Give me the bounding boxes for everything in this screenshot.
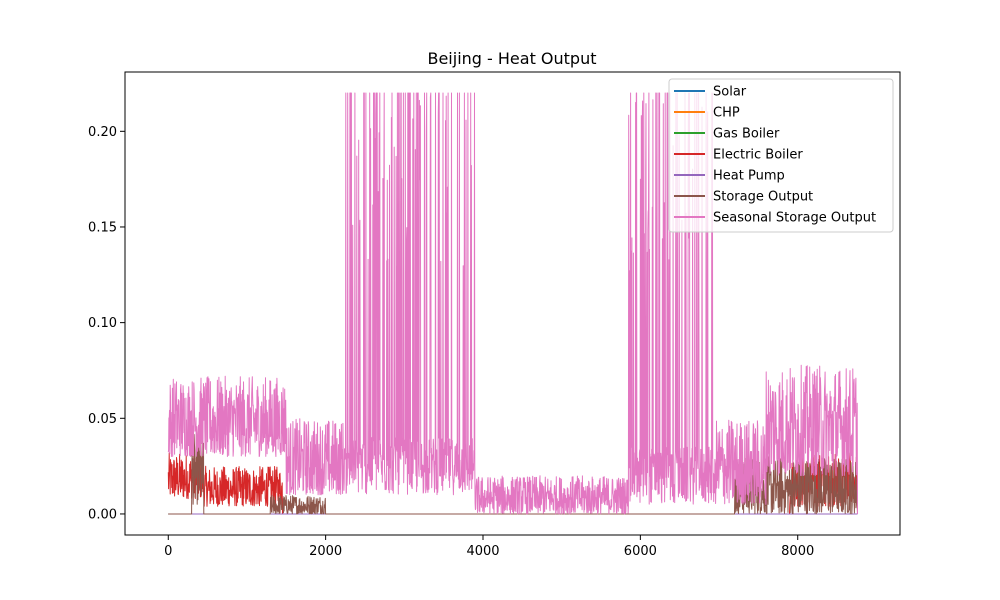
x-tick-label: 2000: [309, 544, 342, 559]
x-tick-label: 4000: [466, 544, 499, 559]
legend-label: Solar: [713, 85, 747, 100]
y-tick-label: 0.00: [88, 507, 117, 522]
legend-label: CHP: [713, 106, 740, 121]
legend-label: Heat Pump: [713, 169, 785, 184]
legend-label: Gas Boiler: [713, 127, 780, 142]
legend-label: Electric Boiler: [713, 148, 803, 163]
legend-label: Storage Output: [713, 190, 813, 205]
legend: Solar CHP Gas Boiler Electric Boiler Heat Pu…: [668, 78, 894, 233]
x-tick-label: 0: [164, 544, 172, 559]
plot-frame: [124, 71, 901, 536]
x-axis: 0 2000 4000 6000 8000: [164, 535, 814, 559]
x-tick-label: 8000: [781, 544, 814, 559]
x-tick-label: 6000: [624, 544, 657, 559]
y-tick-label: 0.10: [88, 316, 117, 331]
y-tick-label: 0.05: [88, 412, 117, 427]
legend-box: [668, 78, 894, 233]
legend-label: Seasonal Storage Output: [713, 211, 876, 226]
chart-title: Beijing - Heat Output: [427, 49, 596, 68]
y-tick-label: 0.15: [88, 220, 117, 235]
y-axis: 0.00 0.05 0.10 0.15 0.20: [88, 125, 125, 522]
series-line-storage-output: [168, 434, 858, 515]
series-line-seasonal-storage-output: [167, 92, 858, 515]
y-tick-label: 0.20: [88, 125, 117, 140]
series-layer: [167, 92, 858, 515]
